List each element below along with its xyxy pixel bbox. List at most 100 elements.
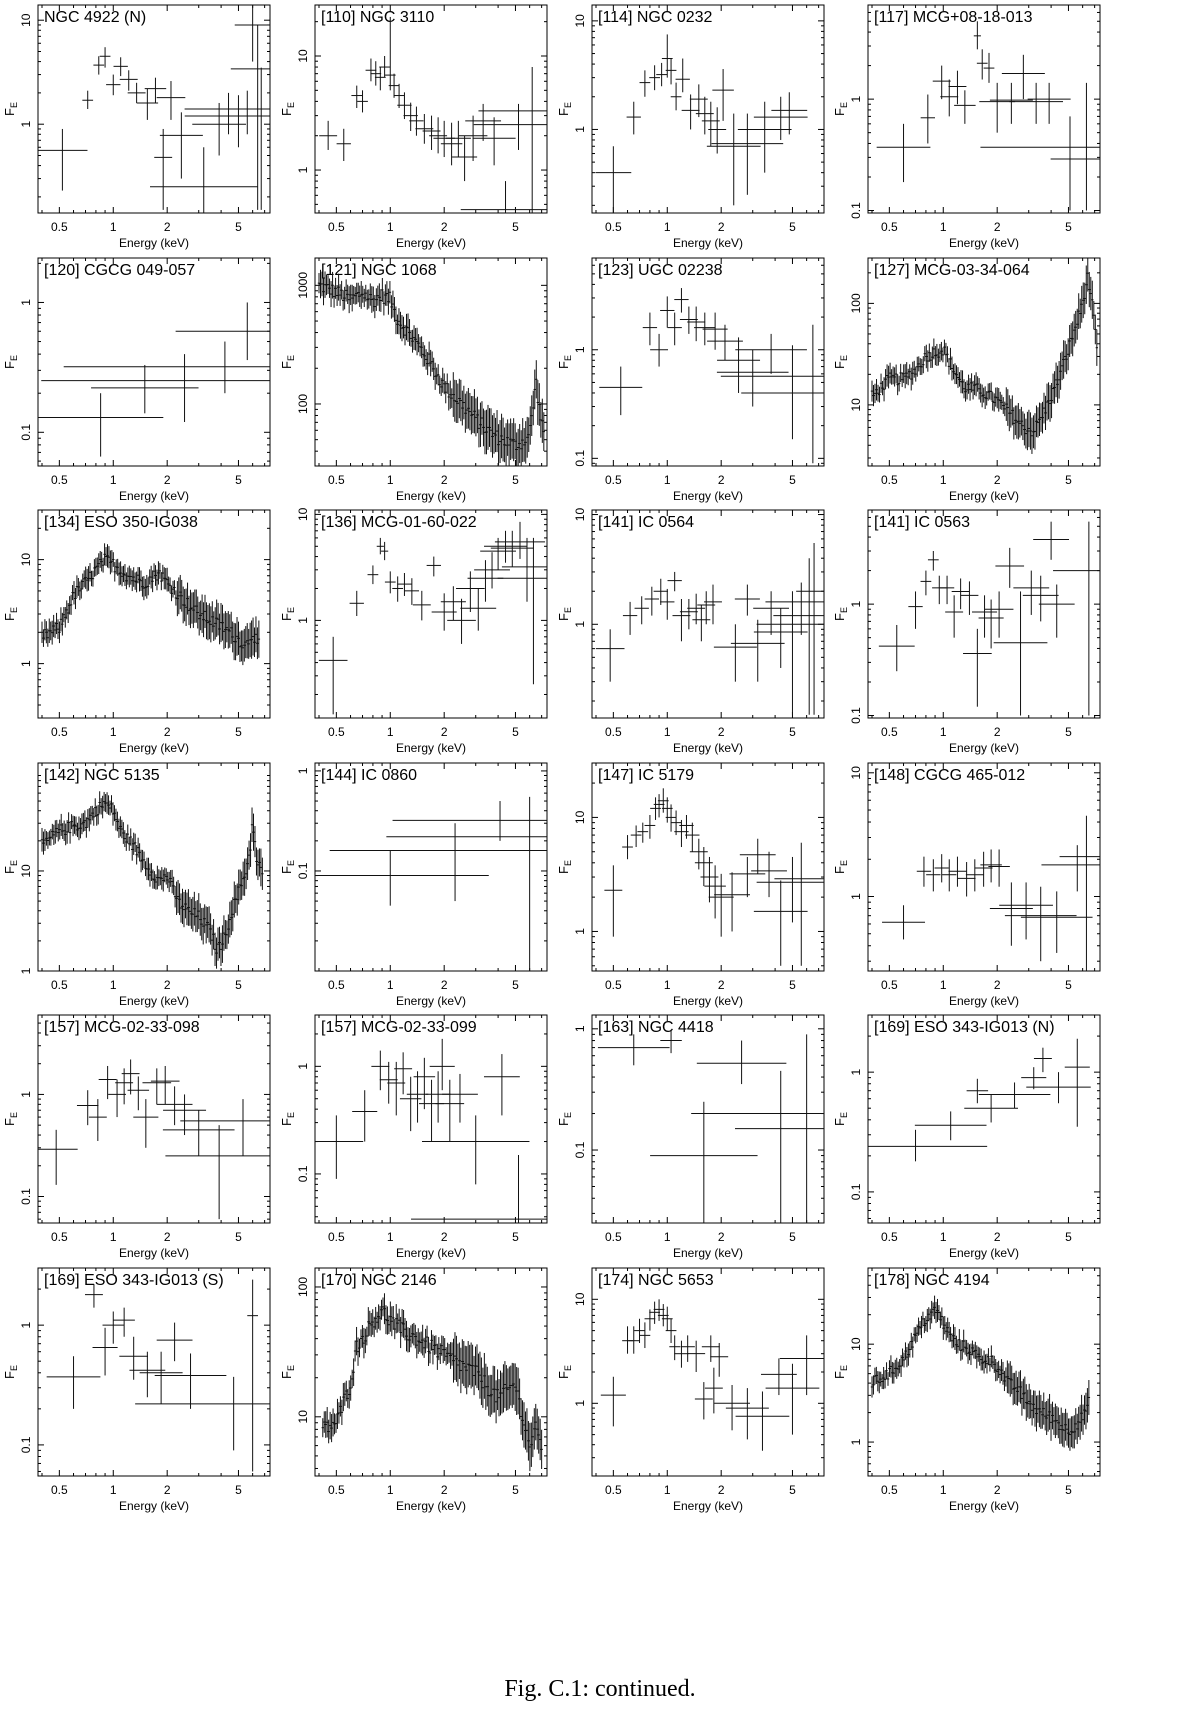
x-tick-label: 1 xyxy=(110,725,117,739)
x-tick-label: 1 xyxy=(940,473,947,487)
data-point xyxy=(1036,407,1040,438)
data-point xyxy=(958,372,961,387)
data-point xyxy=(338,284,342,306)
data-point xyxy=(440,1335,443,1356)
data-point xyxy=(972,595,998,638)
data-point xyxy=(893,367,896,387)
data-point xyxy=(884,369,887,390)
data-point xyxy=(76,822,79,838)
data-point xyxy=(238,631,242,662)
data-point xyxy=(927,1307,930,1322)
data-point xyxy=(946,346,949,363)
data-point xyxy=(194,901,198,933)
data-point xyxy=(990,1345,993,1368)
data-point xyxy=(958,1329,961,1351)
data-point xyxy=(381,278,384,302)
data-point xyxy=(79,818,82,839)
data-point xyxy=(362,1327,366,1359)
data-point xyxy=(117,562,121,586)
data-point xyxy=(142,851,146,869)
data-point xyxy=(82,812,85,832)
plot-frame xyxy=(37,257,271,467)
data-point xyxy=(388,73,400,98)
data-point xyxy=(325,1407,329,1438)
data-point xyxy=(91,364,199,414)
data-point xyxy=(254,616,258,653)
panel-title: [157] MCG-02-33-099 xyxy=(321,1019,477,1036)
data-point xyxy=(955,1335,958,1354)
data-point xyxy=(131,838,134,861)
x-tick-label: 5 xyxy=(1065,725,1072,739)
data-point xyxy=(473,389,476,434)
y-axis-label: FE xyxy=(556,355,573,369)
y-axis-label: FE xyxy=(832,860,849,874)
data-point xyxy=(964,1094,1018,1123)
data-point xyxy=(710,1343,729,1377)
data-point xyxy=(168,577,172,594)
data-point xyxy=(953,363,957,385)
data-point xyxy=(914,366,917,382)
plot-frame xyxy=(37,1014,271,1224)
data-point xyxy=(1030,1395,1034,1426)
panel-title: [141] IC 0564 xyxy=(598,514,694,531)
x-tick-label: 2 xyxy=(441,978,448,992)
data-point xyxy=(972,1344,976,1359)
data-point xyxy=(899,363,902,383)
data-point xyxy=(151,869,155,889)
data-point xyxy=(165,567,169,592)
data-point xyxy=(595,629,625,682)
data-point xyxy=(883,1370,887,1389)
data-point xyxy=(760,1358,797,1396)
data-point xyxy=(887,365,890,389)
data-point xyxy=(974,1341,977,1360)
data-point xyxy=(241,630,245,666)
data-point xyxy=(135,571,138,593)
data-point xyxy=(519,1398,523,1435)
data-point xyxy=(910,1332,913,1351)
data-point xyxy=(91,805,94,821)
data-point xyxy=(167,871,171,893)
data-point xyxy=(489,1374,492,1417)
data-point xyxy=(1089,276,1092,311)
data-point xyxy=(966,1342,970,1364)
x-tick-label: 1 xyxy=(664,1483,671,1497)
data-point xyxy=(439,1343,442,1364)
data-point xyxy=(383,1293,386,1325)
data-point xyxy=(328,1411,332,1440)
y-tick-label: 10 xyxy=(573,810,587,824)
data-point xyxy=(202,602,205,638)
data-point xyxy=(943,339,946,355)
plot-frame xyxy=(867,4,1101,214)
data-point xyxy=(349,1375,352,1401)
x-tick-label: 0.5 xyxy=(605,473,622,487)
panel-title: [163] NGC 4418 xyxy=(598,1019,714,1036)
data-point xyxy=(341,290,345,311)
x-axis-label: Energy (keV) xyxy=(949,236,1019,250)
data-point xyxy=(1088,271,1091,308)
data-point xyxy=(1003,401,1006,417)
data-point xyxy=(934,854,949,883)
data-point xyxy=(53,621,57,639)
data-point xyxy=(173,580,176,595)
x-axis-label: Energy (keV) xyxy=(119,236,189,250)
data-point xyxy=(685,822,700,852)
data-point xyxy=(644,1309,656,1331)
data-point xyxy=(402,1309,405,1338)
data-point xyxy=(394,306,398,335)
data-point xyxy=(101,795,104,819)
data-point xyxy=(1065,1412,1069,1446)
data-point xyxy=(1081,1404,1085,1435)
data-point xyxy=(501,417,505,462)
data-point xyxy=(133,1099,159,1148)
data-point xyxy=(928,343,931,362)
data-point xyxy=(415,1331,418,1359)
data-point xyxy=(720,345,824,440)
data-point xyxy=(962,379,966,399)
data-point xyxy=(102,791,106,812)
data-point xyxy=(741,324,824,464)
data-point xyxy=(126,824,129,844)
data-point xyxy=(455,1335,458,1382)
data-point xyxy=(235,617,239,656)
data-point xyxy=(215,599,218,637)
data-point xyxy=(41,354,270,423)
